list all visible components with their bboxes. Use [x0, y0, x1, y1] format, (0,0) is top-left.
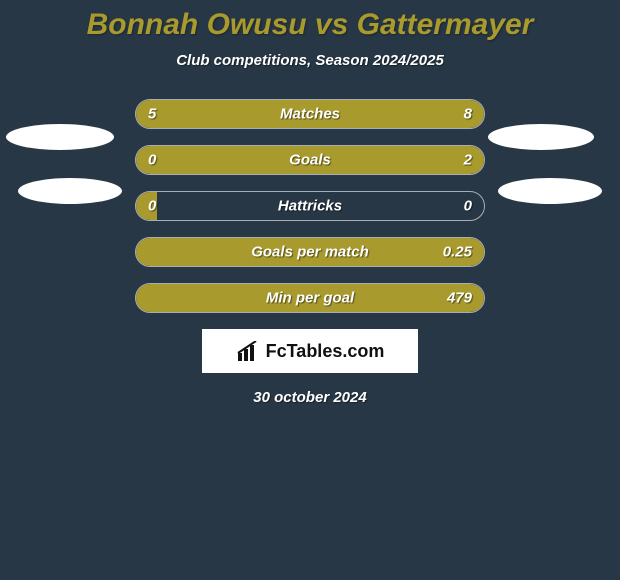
logo-text: FcTables.com	[266, 341, 385, 362]
decorative-ellipse	[498, 178, 602, 204]
comparison-bars: 5 Matches 8 0 Goals 2 0 Hattricks 0 Goals per mat…	[135, 99, 485, 313]
site-logo: FcTables.com	[202, 329, 418, 373]
bars-icon	[236, 341, 260, 361]
decorative-ellipse	[6, 124, 114, 150]
bar-left-value: 5	[148, 106, 156, 123]
bar-row: 0 Hattricks 0	[135, 191, 485, 221]
page-title: Bonnah Owusu vs Gattermayer	[0, 0, 620, 42]
bar-label: Goals per match	[251, 244, 369, 261]
bar-row: Goals per match 0.25	[135, 237, 485, 267]
decorative-ellipse	[18, 178, 122, 204]
bar-label: Goals	[289, 152, 331, 169]
bar-label: Min per goal	[266, 290, 354, 307]
bar-right-value: 0.25	[443, 244, 472, 261]
bar-row: 5 Matches 8	[135, 99, 485, 129]
bar-right-value: 2	[464, 152, 472, 169]
bar-right-value: 479	[447, 290, 472, 307]
decorative-ellipse	[488, 124, 594, 150]
bar-right-value: 0	[464, 198, 472, 215]
bar-right-value: 8	[464, 106, 472, 123]
bar-left-value: 0	[148, 198, 156, 215]
page-subtitle: Club competitions, Season 2024/2025	[0, 52, 620, 69]
bar-label: Hattricks	[278, 198, 342, 215]
bar-row: Min per goal 479	[135, 283, 485, 313]
bar-row: 0 Goals 2	[135, 145, 485, 175]
bar-label: Matches	[280, 106, 340, 123]
bar-left-value: 0	[148, 152, 156, 169]
date-label: 30 october 2024	[0, 389, 620, 406]
